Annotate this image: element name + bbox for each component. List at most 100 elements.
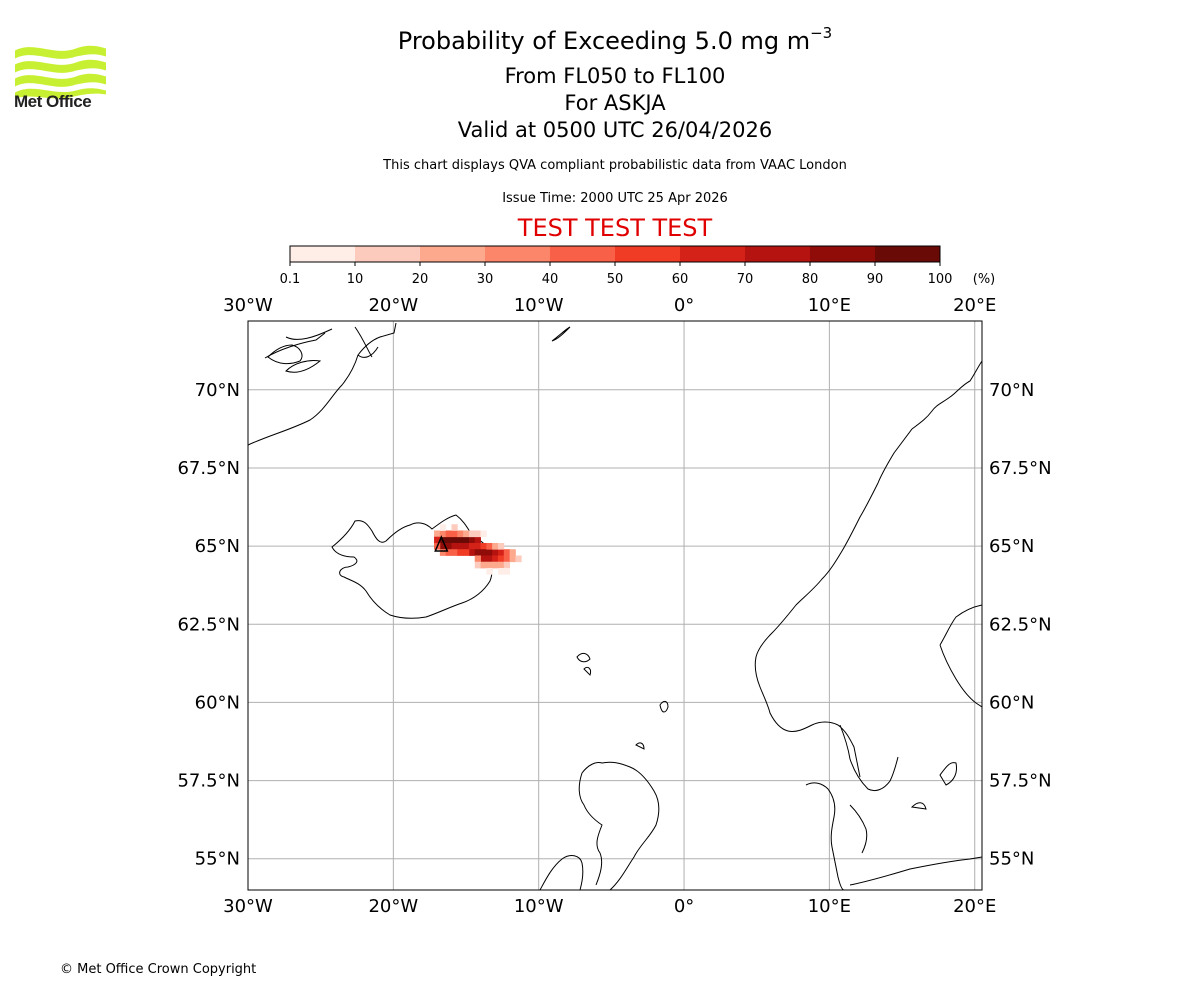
latitude-label-right: 65°N <box>989 536 1034 557</box>
coastline-path <box>551 326 571 342</box>
probability-cell <box>451 530 458 538</box>
probability-cell <box>457 530 464 538</box>
colorbar-tick-label: 100 <box>928 272 953 287</box>
issue-time: Issue Time: 2000 UTC 25 Apr 2026 <box>502 191 728 206</box>
graticule <box>248 321 982 890</box>
axis-labels: 30°W 30°W 20°W 20°W 10°W 10°W 0° 0° 10°E 10°E 20°E… <box>177 295 1051 917</box>
volcano-name: For ASKJA <box>564 91 666 115</box>
longitude-label-bottom: 0° <box>674 896 694 917</box>
probability-cell <box>439 524 447 531</box>
colorbar-swatch <box>355 246 421 262</box>
probability-cell <box>463 542 470 550</box>
latitude-label-right: 67.5°N <box>989 458 1052 479</box>
probability-cell <box>480 561 487 569</box>
colorbar-tick-label: 90 <box>867 272 884 287</box>
probability-cell <box>439 549 447 556</box>
probability-cell <box>445 536 452 544</box>
probability-cell <box>486 561 493 569</box>
colorbar-tick-label: 70 <box>737 272 754 287</box>
probability-cell <box>445 542 452 550</box>
latitude-label-right: 55°N <box>989 849 1034 870</box>
coastline-path <box>539 855 584 890</box>
longitude-label-top: 20°W <box>368 295 418 316</box>
longitude-label-bottom: 10°W <box>514 896 564 917</box>
probability-cell <box>486 555 493 563</box>
valid-time: Valid at 0500 UTC 26/04/2026 <box>457 118 773 142</box>
latitude-label-left: 67.5°N <box>177 458 240 479</box>
latitude-label-left: 62.5°N <box>177 614 240 635</box>
probability-cell <box>474 542 481 550</box>
probability-cell <box>492 542 499 550</box>
probability-cell <box>497 542 505 550</box>
longitude-label-top: 10°W <box>514 295 564 316</box>
coastline-path <box>267 344 322 373</box>
probability-cell <box>492 555 499 563</box>
latitude-label-left: 55°N <box>195 849 240 870</box>
probability-cell <box>445 530 452 538</box>
volcano-marker <box>434 535 449 552</box>
probability-cell <box>451 536 458 544</box>
chart-title: Probability of Exceeding 5.0 mg m−3 <box>0 24 1200 55</box>
probability-cell <box>480 555 487 563</box>
coastline-path <box>910 762 957 810</box>
colorbar-tick-label: 60 <box>672 272 689 287</box>
probability-cell <box>434 530 441 538</box>
colorbar: 0.1 10 20 30 40 50 60 70 80 90 100 (%) <box>280 245 995 287</box>
colorbar-swatch <box>745 246 811 262</box>
probability-cell <box>463 549 470 556</box>
probability-cell <box>503 561 511 569</box>
coastline-path <box>939 604 982 708</box>
colorbar-swatch <box>615 246 681 262</box>
probability-cell <box>480 549 487 556</box>
probability-cell <box>497 561 505 569</box>
colorbar-swatch <box>420 246 486 262</box>
coastline-path <box>805 782 868 890</box>
latitude-label-right: 62.5°N <box>989 614 1052 635</box>
copyright: © Met Office Crown Copyright <box>60 962 257 977</box>
colorbar-swatch <box>550 246 616 262</box>
colorbar-tick-label: 30 <box>477 272 494 287</box>
probability-cell <box>463 536 470 544</box>
colorbar-tick-label: 50 <box>607 272 624 287</box>
probability-cell <box>468 530 476 538</box>
latitude-label-right: 70°N <box>989 380 1034 401</box>
probability-cell <box>480 530 487 538</box>
coastline-path <box>576 652 591 676</box>
probability-cell <box>457 542 464 550</box>
colorbar-tick-label: 40 <box>542 272 559 287</box>
longitude-label-top: 10°E <box>808 295 851 316</box>
colorbar-swatch <box>485 246 551 262</box>
probability-cell <box>515 555 522 563</box>
probability-cell <box>486 549 493 556</box>
probability-heatmap <box>434 524 522 575</box>
probability-cell <box>474 549 481 556</box>
longitude-label-bottom: 30°W <box>223 896 273 917</box>
longitude-label-bottom: 10°E <box>808 896 851 917</box>
latitude-label-left: 57.5°N <box>177 771 240 792</box>
probability-cell <box>439 530 447 538</box>
probability-cell <box>497 555 505 563</box>
colorbar-tick-label: 80 <box>802 272 819 287</box>
probability-cell <box>457 536 464 544</box>
logo-text: Met Office <box>14 92 92 111</box>
longitude-label-top: 0° <box>674 295 694 316</box>
colorbar-swatch <box>875 246 941 262</box>
probability-cell <box>486 567 493 575</box>
map: 30°W 30°W 20°W 20°W 10°W 10°W 0° 0° 10°E 10°E 20°E… <box>177 295 1051 917</box>
colorbar-tick-label: 20 <box>412 272 429 287</box>
probability-cell <box>463 530 470 538</box>
met-office-logo <box>15 45 106 99</box>
title-text: Probability of Exceeding 5.0 mg m <box>397 27 811 55</box>
probability-cell <box>468 536 476 544</box>
probability-cell <box>474 555 481 563</box>
latitude-label-left: 70°N <box>195 380 240 401</box>
probability-cell <box>457 549 464 556</box>
coastline-path <box>578 761 660 890</box>
map-frame <box>247 320 983 891</box>
chart-subtitle: This chart displays QVA compliant probab… <box>383 158 847 173</box>
probability-cell <box>445 549 452 556</box>
longitude-label-bottom: 20°E <box>953 896 996 917</box>
colorbar-tick-label: 0.1 <box>280 272 301 287</box>
probability-cell <box>474 530 481 538</box>
volcano-icon <box>434 535 449 552</box>
